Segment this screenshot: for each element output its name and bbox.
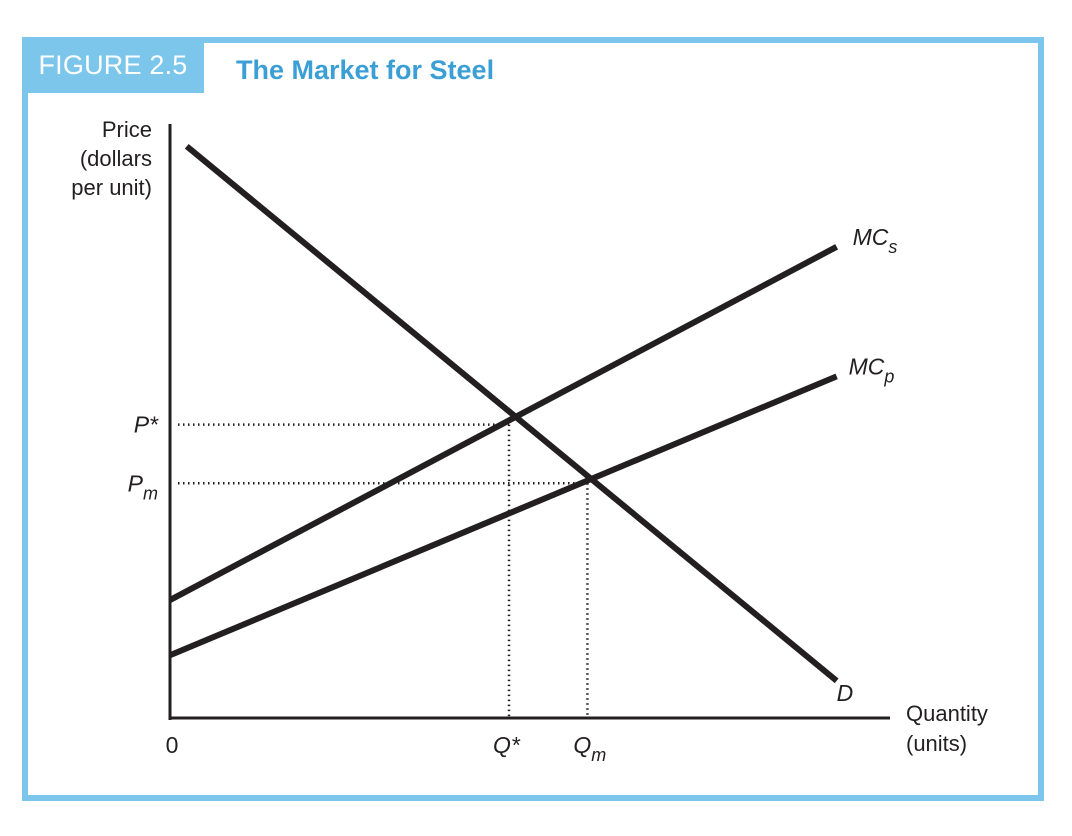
mc-private-label: MCp bbox=[849, 353, 895, 386]
quantity-tick-label-1: Qm bbox=[573, 732, 606, 765]
x-axis-title-line-0: Quantity bbox=[906, 701, 988, 726]
figure-title: The Market for Steel bbox=[236, 55, 495, 85]
y-axis-title-line-1: (dollars bbox=[80, 146, 152, 171]
origin-label: 0 bbox=[166, 732, 179, 758]
figure-frame bbox=[22, 37, 1044, 801]
demand-curve bbox=[184, 143, 839, 684]
social-cost-curve bbox=[168, 244, 839, 603]
figure-label: FIGURE 2.5 bbox=[22, 37, 204, 93]
price-tick-label-1: Pm bbox=[128, 470, 158, 503]
y-axis-title-line-0: Price bbox=[102, 117, 152, 142]
quantity-tick-label-0: Q* bbox=[493, 732, 521, 758]
mc-social-label: MCs bbox=[853, 224, 898, 257]
price-tick-label-0: P* bbox=[134, 412, 159, 438]
private-cost-curve bbox=[168, 373, 838, 659]
demand-label: D bbox=[837, 680, 854, 706]
x-axis-title-line-1: (units) bbox=[906, 731, 967, 756]
y-axis-title-line-2: per unit) bbox=[71, 175, 152, 200]
